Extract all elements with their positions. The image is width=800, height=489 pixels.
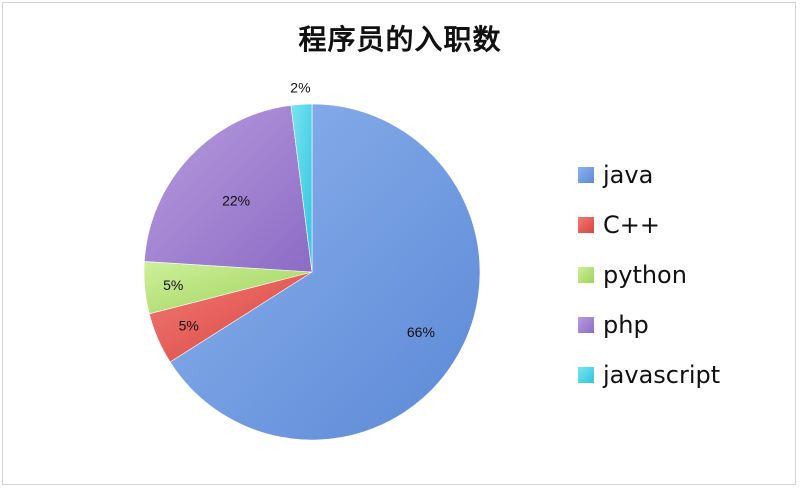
legend-label-php: php — [603, 311, 649, 339]
legend-label-python: python — [603, 261, 687, 289]
pie-slice-php — [144, 104, 313, 273]
slice-label-java: 66% — [407, 324, 435, 340]
legend: java C++ python php javascript — [578, 161, 720, 389]
slice-label-cpp: 5% — [179, 317, 199, 333]
legend-swatch-cpp — [578, 217, 594, 233]
legend-label-cpp: C++ — [603, 211, 660, 239]
legend-label-java: java — [602, 161, 653, 189]
pie-slice-java — [169, 103, 481, 441]
legend-swatch-javascript — [578, 367, 594, 383]
legend-swatch-java — [578, 167, 594, 183]
slice-label-python: 5% — [163, 277, 183, 293]
slice-label-php: 22% — [222, 193, 250, 209]
pie-slice-javascript — [290, 103, 313, 273]
legend-swatch-python — [578, 267, 594, 283]
legend-swatch-php — [578, 317, 594, 333]
chart-title: 程序员的入职数 — [298, 23, 502, 56]
legend-label-javascript: javascript — [602, 361, 720, 389]
slice-labels: 66% 5% 5% 22% 2% — [163, 80, 435, 340]
slice-label-javascript: 2% — [290, 80, 310, 96]
pie-slices — [143, 103, 481, 441]
